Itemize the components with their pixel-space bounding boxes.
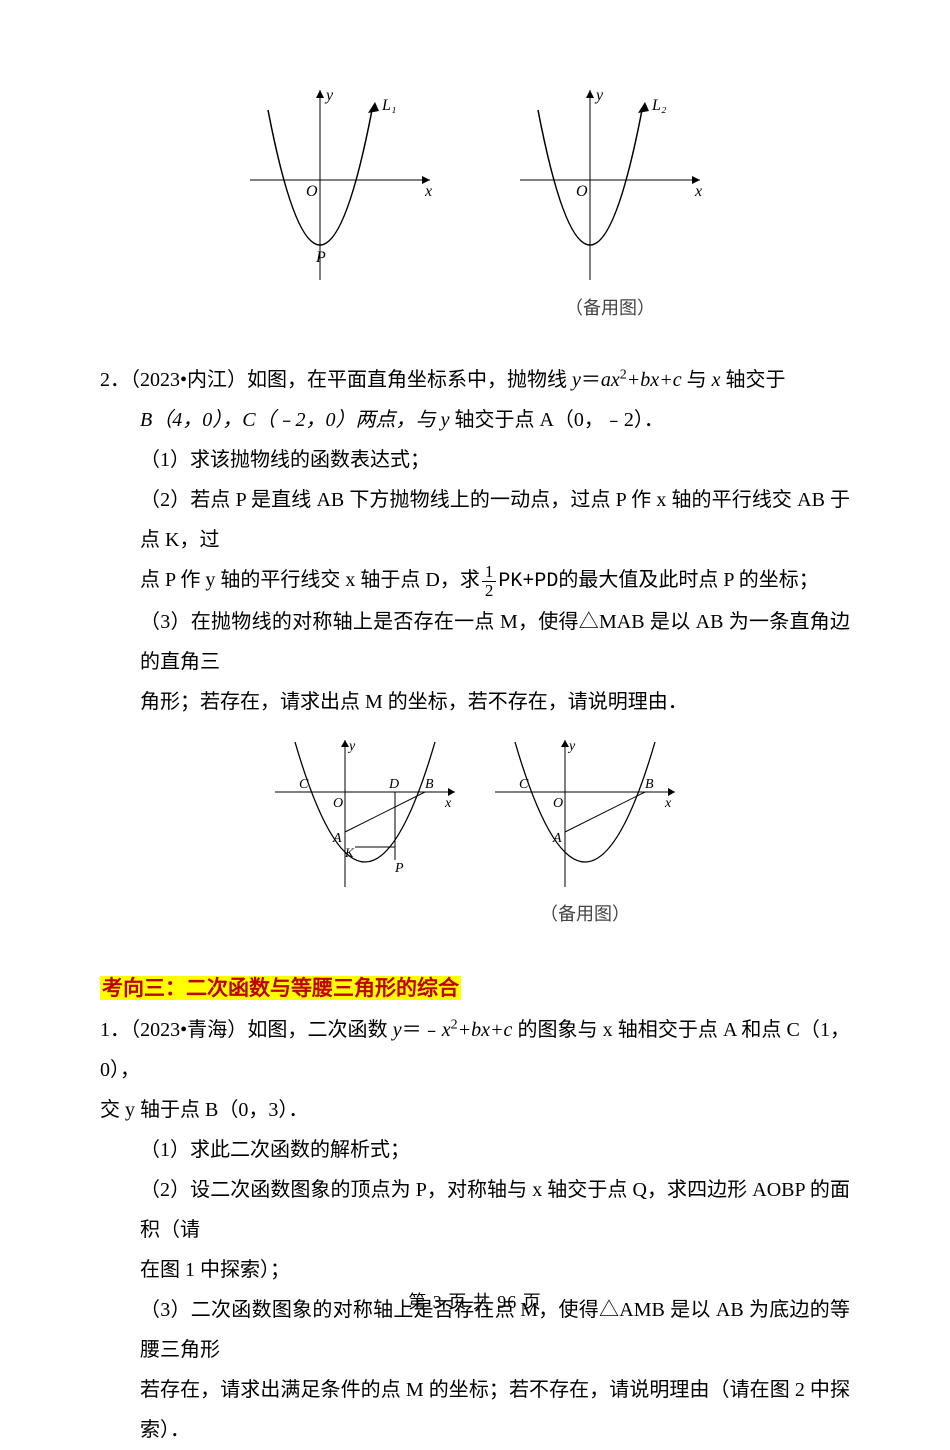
svg-text:O: O bbox=[553, 796, 563, 811]
top-figures-row: P y x O L₁ y x O L₂ （备用图） bbox=[100, 80, 850, 320]
figure-L1: P y x O L₁ bbox=[230, 80, 450, 320]
svg-mid-left: y x O C B D A K P bbox=[265, 732, 465, 892]
p1-eq-plus2: + bbox=[490, 1019, 504, 1041]
svg-mid-right: y x O C B A bbox=[485, 732, 685, 892]
label-x-L2: x bbox=[694, 183, 702, 200]
problem2-tail: 与 bbox=[682, 369, 712, 391]
svg-text:D: D bbox=[388, 777, 399, 792]
mid-figures-row: y x O C B D A K P bbox=[100, 732, 850, 932]
problem2-tail2: 轴交于 bbox=[720, 369, 785, 391]
label-x-L1: x bbox=[424, 183, 432, 200]
footer-pre: 第 bbox=[408, 1292, 427, 1312]
svg-text:y: y bbox=[567, 739, 576, 754]
p1-q2b: 在图 1 中探索）； bbox=[100, 1250, 850, 1290]
footer-page: 3 bbox=[433, 1292, 443, 1312]
svg-parabola-L2: y x O L₂ bbox=[500, 80, 720, 290]
label-O-L1: O bbox=[306, 183, 318, 200]
svg-text:x: x bbox=[664, 796, 672, 811]
p2-q2b-post: 的最大值及此时点 P 的坐标； bbox=[558, 569, 818, 591]
p2-lineB2: 轴交于点 A（0，﹣2）． bbox=[449, 409, 663, 431]
label-y-L1: y bbox=[324, 87, 334, 104]
p2-lineB: B（4，0），C（﹣2，0）两点，与 bbox=[140, 409, 441, 431]
figure-mid-left: y x O C B D A K P bbox=[265, 732, 465, 932]
frac-half: 1 2 bbox=[480, 563, 499, 600]
p1-q3b: 若存在，请求出满足条件的点 M 的坐标；若不存在，请说明理由（请在图 2 中探索… bbox=[100, 1370, 850, 1450]
p1-eq-eq: ＝﹣ bbox=[402, 1019, 442, 1041]
eq-ax: ax bbox=[601, 369, 620, 391]
p1-label: 1． bbox=[100, 1019, 130, 1041]
p2-q1: （1）求该抛物线的函数表达式； bbox=[100, 440, 850, 480]
eq-c: c bbox=[673, 369, 682, 391]
p2-q3b: 角形；若存在，请求出点 M 的坐标，若不存在，请说明理由． bbox=[100, 682, 850, 722]
p2-q2b-pre: 点 P 作 y 轴的平行线交 x 轴于点 D，求 bbox=[140, 569, 480, 591]
svg-text:y: y bbox=[347, 739, 356, 754]
svg-text:x: x bbox=[444, 796, 452, 811]
svg-text:A: A bbox=[332, 831, 342, 846]
svg-text:B: B bbox=[645, 777, 654, 792]
p1-eq-plus1: + bbox=[458, 1019, 472, 1041]
svg-text:A: A bbox=[552, 831, 562, 846]
problem2-label: 2． bbox=[100, 369, 130, 391]
problem-1: 1．（2023•青海）如图，二次函数 y＝﹣x2+bx+c 的图象与 x 轴相交… bbox=[100, 1010, 850, 1450]
svg-text:P: P bbox=[394, 861, 404, 876]
problem-2: 2．（2023•内江）如图，在平面直角坐标系中，抛物线 y＝ax2+bx+c 与… bbox=[100, 360, 850, 932]
frac-num: 1 bbox=[482, 563, 497, 582]
svg-parabola-L1: P y x O L₁ bbox=[230, 80, 450, 290]
eq-plus2: + bbox=[659, 369, 673, 391]
svg-text:B: B bbox=[425, 777, 434, 792]
svg-text:O: O bbox=[333, 796, 343, 811]
p1-eq-sup: 2 bbox=[451, 1017, 458, 1032]
label-P-L1: P bbox=[315, 249, 326, 266]
page-footer: 第 3 页 共 96 页 bbox=[0, 1288, 950, 1314]
footer-suf: 页 bbox=[523, 1292, 542, 1312]
label-L2: L₂ bbox=[651, 97, 667, 114]
eq-bx: bx bbox=[640, 369, 659, 391]
problem2-lead: 如图，在平面直角坐标系中，抛物线 bbox=[247, 369, 572, 391]
figure-L2: y x O L₂ （备用图） bbox=[500, 80, 720, 320]
svg-text:C: C bbox=[519, 777, 529, 792]
caption-mid-right: （备用图） bbox=[540, 896, 630, 932]
svg-text:C: C bbox=[299, 777, 309, 792]
p1-eq-x: x bbox=[442, 1019, 451, 1041]
p1-lead1: 如图，二次函数 bbox=[247, 1019, 392, 1041]
p1-q2a: （2）设二次函数图象的顶点为 P，对称轴与 x 轴交于点 Q，求四边形 AOBP… bbox=[100, 1170, 850, 1250]
svg-text:K: K bbox=[344, 845, 355, 860]
p2-mono: PK+PD bbox=[498, 570, 558, 593]
topic-heading: 考向三：二次函数与等腰三角形的综合 bbox=[100, 976, 461, 1000]
p1-eq-bx: bx bbox=[471, 1019, 490, 1041]
footer-total: 96 bbox=[497, 1292, 517, 1312]
label-y-L2: y bbox=[594, 87, 604, 104]
p2-q2a: （2）若点 P 是直线 AB 下方抛物线上的一动点，过点 P 作 x 轴的平行线… bbox=[100, 480, 850, 560]
label-L1: L₁ bbox=[381, 97, 396, 114]
eq-eq: ＝ bbox=[581, 369, 601, 391]
p1-line2: 交 y 轴于点 B（0，3）． bbox=[100, 1090, 850, 1130]
eq-plus1: + bbox=[627, 369, 641, 391]
problem2-source: （2023•内江） bbox=[130, 369, 247, 391]
figure-mid-right: y x O C B A （备用图） bbox=[485, 732, 685, 932]
p1-source: （2023•青海） bbox=[130, 1019, 247, 1041]
frac-den: 2 bbox=[482, 582, 497, 600]
label-O-L2: O bbox=[576, 183, 588, 200]
caption-L2: （备用图） bbox=[565, 294, 655, 320]
topic-row: 考向三：二次函数与等腰三角形的综合 bbox=[100, 972, 850, 1002]
p1-eq-y: y bbox=[393, 1019, 402, 1041]
footer-mid: 页 共 bbox=[448, 1292, 492, 1312]
p1-q1: （1）求此二次函数的解析式； bbox=[100, 1130, 850, 1170]
eq-sup2: 2 bbox=[620, 367, 627, 382]
eq-y: y bbox=[572, 369, 581, 391]
p2-q3a: （3）在抛物线的对称轴上是否存在一点 M，使得△MAB 是以 AB 为一条直角边… bbox=[100, 602, 850, 682]
